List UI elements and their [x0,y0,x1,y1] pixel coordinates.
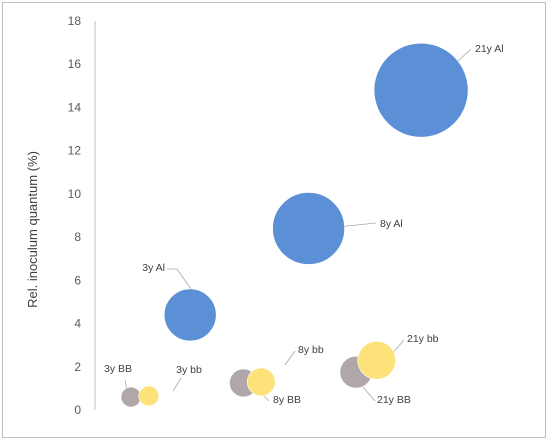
bubble-8y-bb [246,367,276,397]
data-label: 21y BB [377,394,411,406]
y-tick-label: 4 [74,317,81,331]
data-label: 3y bb [176,364,202,376]
y-axis-title: Rel. inoculum quantum (%) [25,151,40,308]
leader-line [284,350,296,366]
chart-frame: 0 2 4 6 8 10 12 14 16 18 3y BB 3y bb 3y Al 8y BB 8y b… [2,2,546,438]
bubble-3y-al [163,288,217,342]
data-label: 21y Al [475,43,504,55]
data-label: 8y BB [273,394,301,406]
bubbles [120,42,469,408]
data-label: 8y Al [380,218,403,230]
bubble-3y-bb [120,386,142,408]
bubble-3y-bb [138,385,160,407]
y-tick-label: 16 [68,57,82,71]
data-labels: 3y BB 3y bb 3y Al 8y BB 8y bb 8y Al 21y BB 21y … [104,43,504,406]
y-tick-label: 2 [74,360,81,374]
data-label: 8y bb [298,344,324,356]
leader-line [362,386,376,402]
y-tick-label: 10 [68,187,82,201]
y-tick-label: 14 [68,100,82,114]
bubble-chart: 0 2 4 6 8 10 12 14 16 18 3y BB 3y bb 3y Al 8y BB 8y b… [25,14,504,417]
data-label: 3y BB [104,363,132,375]
y-tick-label: 12 [68,144,82,158]
y-axis-ticks: 0 2 4 6 8 10 12 14 16 18 [68,14,82,417]
data-label: 3y Al [142,262,165,274]
bubble-21y-al [373,42,469,138]
bubble-21y-bb [357,340,396,380]
y-tick-label: 6 [74,273,81,287]
y-tick-label: 0 [74,403,81,417]
y-tick-label: 18 [68,14,82,28]
bubble-8y-al [272,192,345,265]
data-label: 21y bb [407,333,439,345]
y-tick-label: 8 [74,230,81,244]
leader-line [172,377,182,392]
